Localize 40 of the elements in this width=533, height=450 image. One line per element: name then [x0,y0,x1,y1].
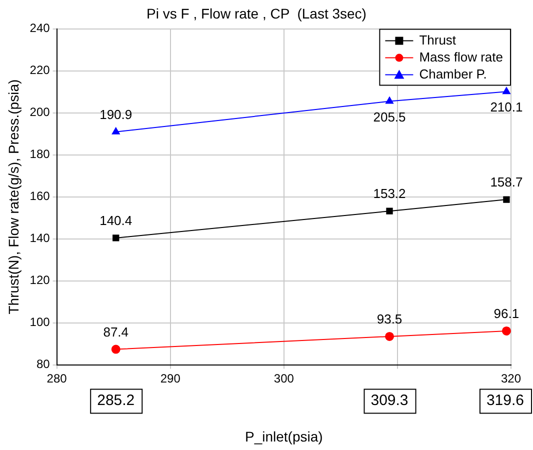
y-tick-label: 200 [30,105,50,120]
data-label: 140.4 [100,213,132,228]
legend-label: Mass flow rate [419,49,504,64]
x-tick-label: 300 [274,371,294,386]
data-label: 158.7 [490,174,523,190]
y-tick-label: 80 [36,357,50,372]
data-label: 210.1 [490,100,523,115]
legend-label: Thrust [419,32,456,48]
y-tick-label: 120 [30,273,50,288]
y-tick-label: 240 [30,21,50,36]
point [503,196,510,203]
text: 285.2 [97,392,135,409]
data-label: 205.5 [373,109,406,124]
y-tick-label: 180 [30,147,50,162]
text: 309.3 [370,392,408,409]
data-label: 87.4 [103,324,129,340]
data-label: 153.2 [373,186,406,202]
x-tick-label: 320 [500,371,522,386]
chart-title: Pi vs F , Flow rate , CP (Last 3sec) [146,5,366,22]
point [112,127,120,134]
x-tick-label: 280 [46,371,68,386]
data-label: 190.9 [100,106,132,122]
point [386,96,394,104]
y-axis-title: Thrust(N), Flow rate(g/s), Press.(psia) [5,79,22,314]
point [502,326,511,336]
text: 319.6 [486,392,524,409]
point [386,208,393,214]
legend-label: Chamber P. [419,66,487,82]
y-tick-label: 220 [30,63,50,78]
point [111,344,120,354]
x-axis-title: P_inlet(psia) [244,428,323,444]
data-label: 96.1 [494,306,520,322]
point [112,234,120,242]
x-tick-label: 290 [160,371,181,386]
y-tick-label: 100 [30,315,50,330]
point [502,87,510,94]
y-tick-label: 140 [30,231,50,246]
point [385,332,394,341]
y-tick-label: 160 [30,189,50,204]
data-label: 93.5 [376,312,402,327]
